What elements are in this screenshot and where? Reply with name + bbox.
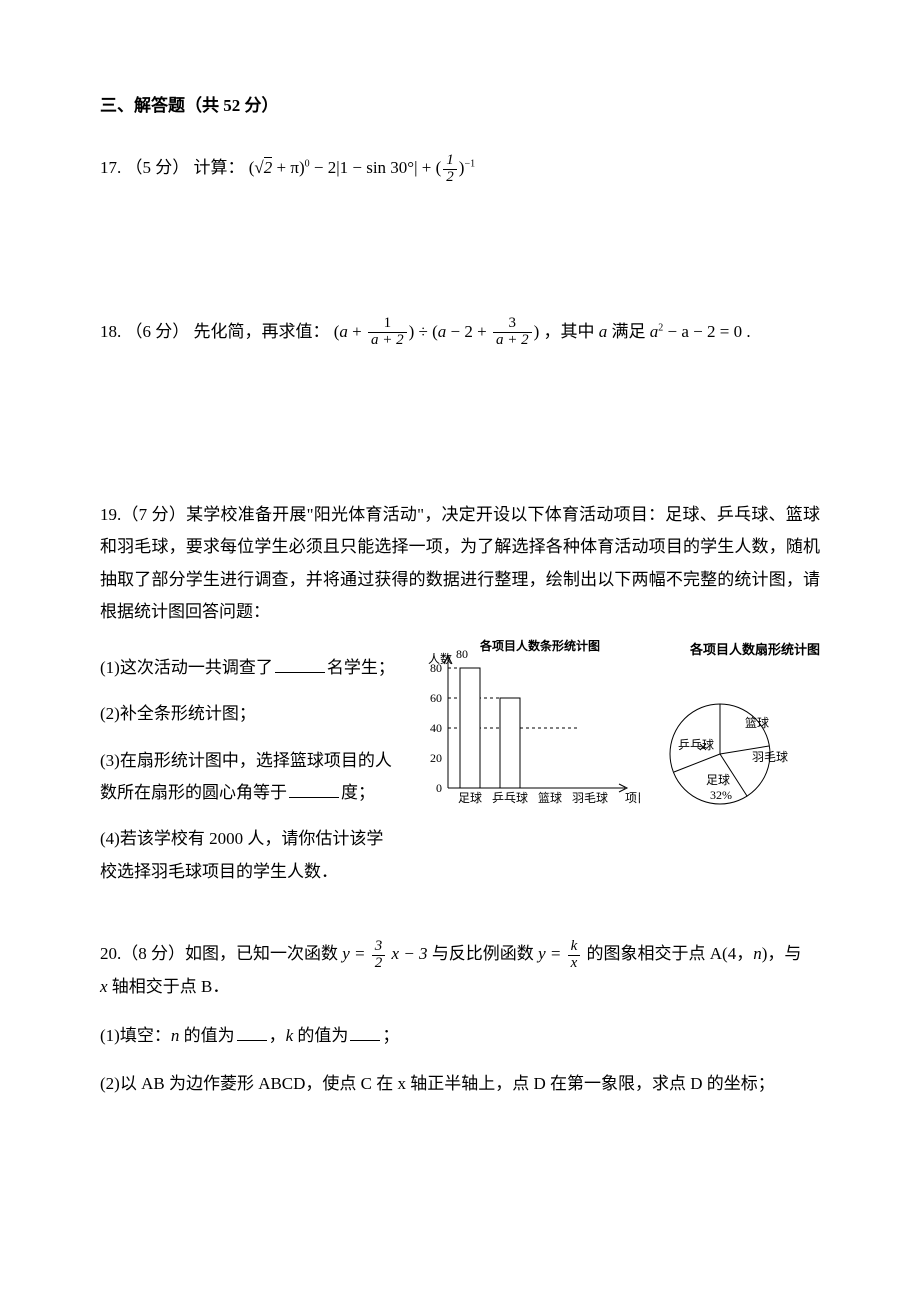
bar-chart: 各项目人数条形统计图 人数 80 0 20 4 (410, 638, 640, 824)
svg-text:各项目人数条形统计图: 各项目人数条形统计图 (479, 638, 600, 653)
pie-chart: 各项目人数扇形统计图 篮球 羽毛球 足球 32% 乒乓球 (650, 638, 820, 830)
q18-num: 18. (100, 322, 121, 341)
q18-label: 先化简，再求值： (194, 322, 330, 341)
blank (289, 780, 339, 798)
q20-line2: x 轴相交于点 B． (100, 971, 820, 1003)
q19-s2: (2)补全条形统计图； (100, 698, 400, 730)
q17-num: 17. (100, 158, 121, 177)
svg-text:项目: 项目 (625, 791, 640, 805)
q18-expr: (a + 1a + 2) ÷ (a − 2 + 3a + 2) ，其中 a 满足… (334, 322, 747, 341)
pie-chart-title: 各项目人数扇形统计图 (650, 638, 820, 663)
svg-text:篮球: 篮球 (538, 790, 562, 805)
bar-chart-svg: 各项目人数条形统计图 人数 80 0 20 4 (410, 638, 640, 813)
q19-s4: (4)若该学校有 2000 人，请你估计该学校选择羽毛球项目的学生人数． (100, 823, 400, 888)
q18-period: . (746, 322, 750, 341)
svg-text:40: 40 (430, 721, 442, 735)
q20-s2: (2)以 AB 为边作菱形 ABCD，使点 C 在 x 轴正半轴上，点 D 在第… (100, 1068, 820, 1100)
svg-text:羽毛球: 羽毛球 (572, 791, 608, 805)
svg-text:羽毛球: 羽毛球 (752, 750, 788, 764)
svg-text:乒乓球: 乒乓球 (678, 738, 714, 752)
q18-points: （6 分） (126, 322, 190, 341)
blank (350, 1023, 380, 1041)
q19-points: （7 分） (121, 505, 186, 524)
svg-text:80: 80 (456, 647, 468, 661)
q17-label: 计算： (194, 158, 245, 177)
q20-line1: 20.（8 分）如图，已知一次函数 y = 32 x − 3 与反比例函数 y … (100, 938, 820, 971)
q19-s3: (3)在扇形统计图中，选择篮球项目的人数所在扇形的圆心角等于度； (100, 745, 400, 810)
q17-expr: (√2 + π)0 − 2|1 − sin 30°| + (12)−1 (249, 158, 475, 177)
svg-text:足球: 足球 (458, 791, 482, 805)
q20-points: （8 分） (121, 944, 185, 963)
blank (237, 1023, 267, 1041)
problem-20: 20.（8 分）如图，已知一次函数 y = 32 x − 3 与反比例函数 y … (100, 938, 820, 1100)
svg-text:篮球: 篮球 (745, 715, 769, 730)
svg-text:32%: 32% (710, 788, 732, 802)
q20-s1: (1)填空：n 的值为，k 的值为； (100, 1020, 820, 1052)
svg-text:足球: 足球 (706, 773, 730, 787)
svg-text:乒乓球: 乒乓球 (492, 791, 528, 805)
svg-text:20: 20 (430, 751, 442, 765)
pie-chart-svg: 篮球 羽毛球 足球 32% 乒乓球 (650, 689, 810, 819)
q17-points: （5 分） (126, 158, 190, 177)
blank (275, 655, 325, 673)
problem-17: 17. （5 分） 计算： (√2 + π)0 − 2|1 − sin 30°|… (100, 152, 820, 185)
svg-text:60: 60 (430, 691, 442, 705)
q19-s1: (1)这次活动一共调查了名学生； (100, 652, 400, 684)
q19-body: 19.（7 分）某学校准备开展"阳光体育活动"，决定开设以下体育活动项目：足球、… (100, 499, 820, 628)
q19-subquestions: (1)这次活动一共调查了名学生； (2)补全条形统计图； (3)在扇形统计图中，… (100, 638, 400, 888)
q20-num: 20. (100, 944, 121, 963)
section-title: 三、解答题（共 52 分） (100, 90, 820, 122)
q19-num: 19. (100, 505, 121, 524)
problem-19: 19.（7 分）某学校准备开展"阳光体育活动"，决定开设以下体育活动项目：足球、… (100, 499, 820, 888)
svg-text:0: 0 (436, 781, 442, 795)
problem-18: 18. （6 分） 先化简，再求值： (a + 1a + 2) ÷ (a − 2… (100, 316, 820, 349)
svg-text:80: 80 (430, 661, 442, 675)
q19-text: 某学校准备开展"阳光体育活动"，决定开设以下体育活动项目：足球、乒乓球、篮球和羽… (100, 505, 820, 621)
